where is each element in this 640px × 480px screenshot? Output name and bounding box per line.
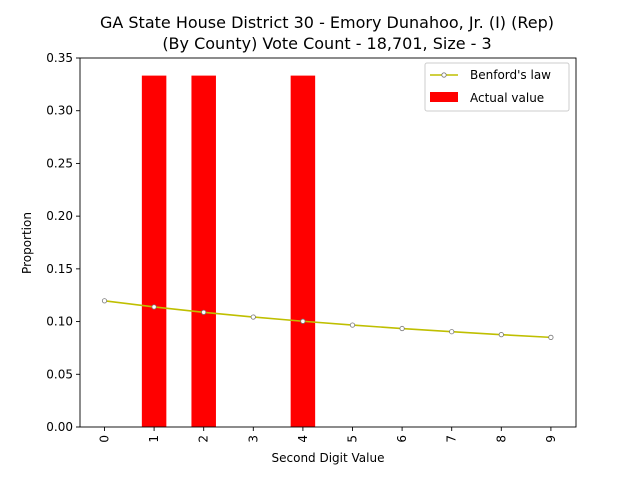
y-tick-label-0.30: 0.30 bbox=[46, 104, 73, 118]
x-tick-label-0: 0 bbox=[98, 435, 112, 443]
benford-point-5 bbox=[349, 322, 356, 328]
legend-box bbox=[424, 62, 570, 112]
bar-2 bbox=[191, 75, 216, 428]
x-tick-label-3: 3 bbox=[246, 435, 260, 443]
legend-label-benford: Benford's law bbox=[470, 68, 551, 82]
y-tick-label-0.05: 0.05 bbox=[46, 367, 73, 381]
x-tick-label-6: 6 bbox=[395, 435, 409, 443]
x-tick-label-1: 1 bbox=[147, 435, 161, 443]
x-tick-label-5: 5 bbox=[346, 435, 360, 443]
x-tick-label-7: 7 bbox=[445, 435, 459, 443]
benford-point-0 bbox=[101, 298, 108, 304]
legend-label-actual: Actual value bbox=[470, 91, 544, 105]
legend-line-marker bbox=[441, 72, 447, 78]
plot-frame bbox=[79, 57, 577, 428]
x-tick-label-8: 8 bbox=[494, 435, 508, 443]
chart-title-line-1: GA State House District 30 - Emory Dunah… bbox=[100, 13, 554, 32]
benford-point-9 bbox=[548, 334, 554, 340]
benford-point-1 bbox=[151, 304, 157, 310]
x-tick-label-4: 4 bbox=[296, 435, 310, 443]
benford-point-8 bbox=[498, 332, 504, 338]
x-axis-label: Second Digit Value bbox=[272, 451, 385, 465]
y-tick-label-0.20: 0.20 bbox=[46, 209, 73, 223]
x-tick-label-9: 9 bbox=[544, 435, 558, 443]
chart-title-line-2: (By County) Vote Count - 18,701, Size - … bbox=[162, 34, 491, 53]
y-tick-label-0.10: 0.10 bbox=[46, 315, 73, 329]
benford-point-2 bbox=[201, 309, 207, 315]
plot-area: 0.00 0.05 0.10 0.15 0.20 0.25 0.30 0.35 0 1 2 3 4 5 6 7… bbox=[46, 51, 577, 443]
legend-bar-swatch bbox=[430, 92, 458, 102]
y-tick-label-0.25: 0.25 bbox=[46, 156, 73, 170]
benford-point-7 bbox=[449, 329, 455, 335]
benford-line bbox=[104, 300, 551, 339]
y-tick-label-0.35: 0.35 bbox=[46, 51, 73, 65]
y-tick-label-0.00: 0.00 bbox=[46, 420, 73, 434]
benford-point-6 bbox=[399, 325, 405, 332]
y-tick-label-0.15: 0.15 bbox=[46, 262, 73, 276]
y-axis-label: Proportion bbox=[20, 212, 34, 274]
x-tick-label-2: 2 bbox=[197, 435, 211, 443]
bar-4 bbox=[290, 75, 316, 428]
bar-1 bbox=[141, 75, 167, 428]
benford-point-3 bbox=[250, 314, 256, 320]
benford-point-4 bbox=[300, 318, 306, 324]
legend: Benford's law Actual value bbox=[424, 62, 570, 112]
